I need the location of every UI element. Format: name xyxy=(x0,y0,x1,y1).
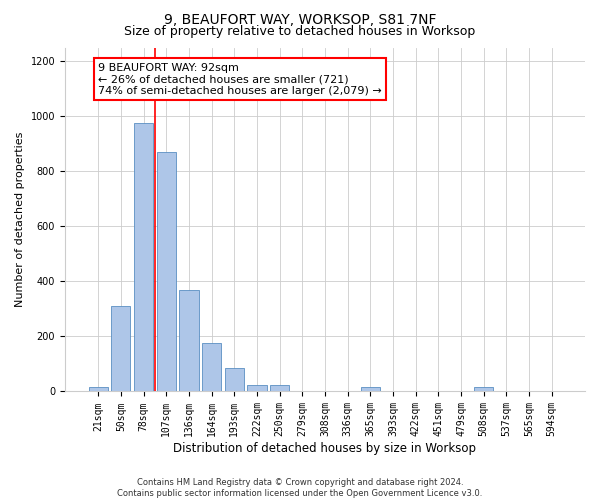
Bar xyxy=(361,388,380,392)
Text: 9, BEAUFORT WAY, WORKSOP, S81 7NF: 9, BEAUFORT WAY, WORKSOP, S81 7NF xyxy=(164,12,436,26)
Bar xyxy=(270,384,289,392)
Bar xyxy=(157,152,176,392)
Bar xyxy=(202,344,221,392)
X-axis label: Distribution of detached houses by size in Worksop: Distribution of detached houses by size … xyxy=(173,442,476,455)
Bar xyxy=(247,384,266,392)
Bar xyxy=(474,388,493,392)
Bar xyxy=(224,368,244,392)
Bar xyxy=(179,290,199,392)
Text: Contains HM Land Registry data © Crown copyright and database right 2024.
Contai: Contains HM Land Registry data © Crown c… xyxy=(118,478,482,498)
Text: 9 BEAUFORT WAY: 92sqm
← 26% of detached houses are smaller (721)
74% of semi-det: 9 BEAUFORT WAY: 92sqm ← 26% of detached … xyxy=(98,62,382,96)
Bar xyxy=(111,306,130,392)
Text: Size of property relative to detached houses in Worksop: Size of property relative to detached ho… xyxy=(124,25,476,38)
Y-axis label: Number of detached properties: Number of detached properties xyxy=(15,132,25,307)
Bar xyxy=(89,388,108,392)
Bar xyxy=(134,123,153,392)
